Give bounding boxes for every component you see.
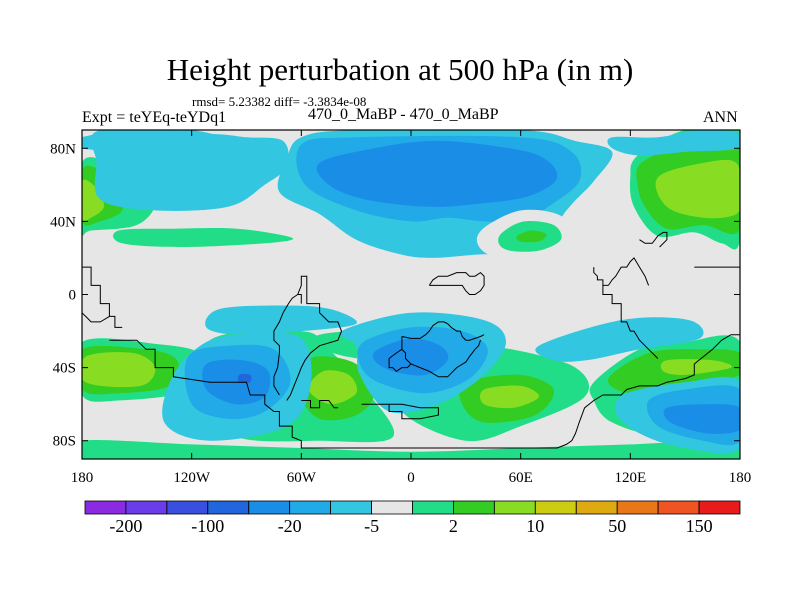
colorbar-label-6: 50 — [608, 516, 626, 536]
x-tick-label-5: 120E — [614, 470, 646, 486]
stats-text: rmsd= 5.23382 diff= -3.3834e-08 — [192, 94, 367, 109]
colorbar-swatch-11 — [534, 500, 577, 515]
coastline-6 — [297, 294, 302, 304]
colorbar-swatch-8 — [412, 500, 454, 515]
contour-band-5-3 — [663, 404, 740, 434]
colorbar-label-1: -100 — [191, 516, 224, 536]
contour-band-9-0 — [516, 230, 547, 243]
colorbar-label-2: -20 — [278, 516, 302, 536]
x-tick-label-0: 180 — [71, 470, 94, 486]
colorbar-swatch-4 — [248, 500, 291, 515]
experiment-label: Expt = teYEq-teYDq1 — [82, 109, 227, 126]
contour-band-5-0 — [316, 140, 558, 207]
colorbar-swatch-9 — [452, 500, 495, 515]
contour-band-3-4 — [205, 305, 357, 335]
coastline-16 — [82, 312, 110, 323]
colorbar-swatch-1 — [125, 500, 168, 515]
contour-band-2-6 — [660, 359, 732, 376]
contour-band-3-1 — [90, 130, 289, 211]
colorbar-label-0: -200 — [109, 516, 142, 536]
coastline-0 — [82, 266, 123, 328]
coastline-4 — [286, 275, 343, 401]
colorbar-swatch-10 — [493, 500, 536, 515]
y-tick-label-0: 80N — [50, 141, 76, 157]
chart-title: Height perturbation at 500 hPa (in m) — [166, 52, 634, 87]
y-tick-label-2: 0 — [69, 288, 77, 304]
y-tick-label-1: 40N — [50, 214, 76, 230]
coastline-8 — [401, 336, 481, 378]
coastline-1 — [109, 334, 740, 449]
colorbar-label-3: -5 — [364, 516, 379, 536]
colorbar-swatch-5 — [289, 500, 332, 515]
colorbar-label-4: 2 — [449, 516, 458, 536]
contour-band-0-1 — [113, 227, 294, 247]
coastline-9 — [388, 348, 412, 372]
colorbar-swatch-0 — [84, 500, 127, 515]
coastline-11 — [639, 231, 668, 248]
x-tick-label-3: 0 — [407, 470, 415, 486]
contour-band-2-4 — [308, 370, 358, 405]
colorbar-swatch-12 — [575, 500, 618, 515]
y-tick-label-4: 80S — [53, 434, 76, 450]
colorbar-swatch-2 — [166, 500, 209, 515]
contour-band-0-9 — [82, 440, 740, 459]
season-label: ANN — [703, 109, 738, 126]
coastline-5 — [273, 294, 298, 396]
chart-subtitle: 470_0_MaBP - 470_0_MaBP — [308, 106, 499, 123]
colorbar-swatch-14 — [657, 500, 700, 515]
coastline-7 — [401, 321, 485, 341]
contour-band-2-1 — [655, 159, 740, 219]
coastline-10 — [428, 271, 485, 295]
contour-band-2-5 — [479, 385, 540, 409]
coastline-3 — [361, 403, 439, 420]
colorbar-swatch-7 — [371, 500, 413, 515]
contour-band-6-0 — [237, 374, 252, 384]
y-tick-label-3: 40S — [53, 361, 76, 377]
x-tick-label-4: 60E — [509, 470, 533, 486]
x-tick-label-6: 180 — [729, 470, 752, 486]
colorbar-swatch-15 — [698, 500, 741, 515]
contour-band-3-3 — [607, 130, 740, 156]
contour-band-5-2 — [372, 338, 449, 376]
colorbar-swatch-13 — [616, 500, 659, 515]
coastline-2 — [301, 400, 338, 409]
colorbar-label-5: 10 — [526, 516, 544, 536]
contour-band-2-3 — [82, 352, 156, 388]
coastline-13 — [602, 285, 659, 359]
coastline-14 — [607, 257, 650, 286]
x-tick-label-1: 120W — [173, 470, 211, 486]
contour-band-3-7 — [535, 317, 704, 362]
colorbar-swatch-3 — [207, 500, 250, 515]
colorbar-swatch-6 — [330, 500, 372, 515]
contour-band-2-0 — [82, 179, 104, 221]
colorbar-label-7: 150 — [686, 516, 713, 536]
x-tick-label-2: 60W — [287, 470, 317, 486]
